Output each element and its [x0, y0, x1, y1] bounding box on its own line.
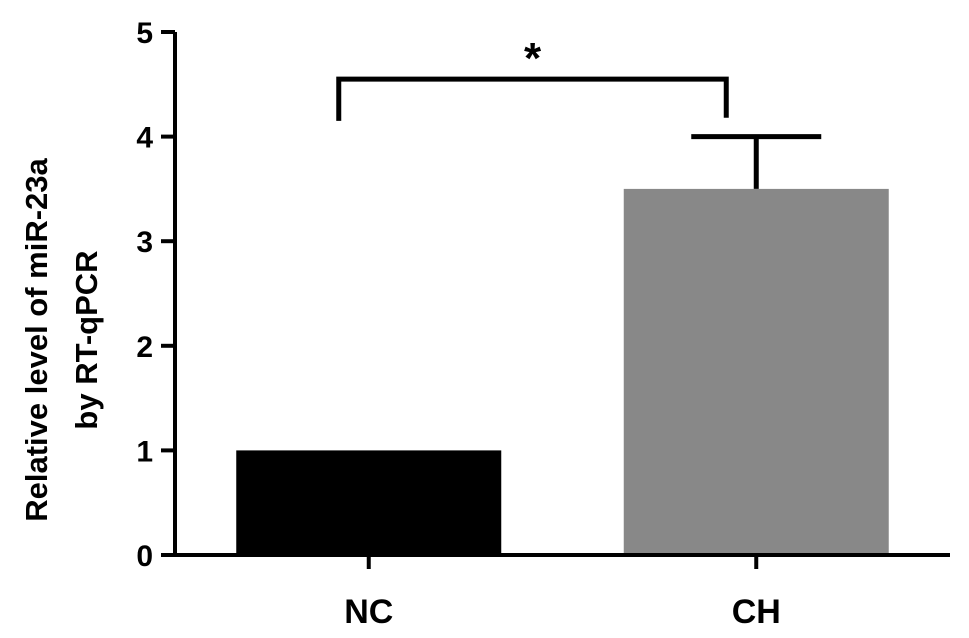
x-tick-label-ch: CH [732, 593, 781, 631]
y-tick-label-4: 4 [136, 122, 153, 155]
y-tick-label-2: 2 [136, 331, 153, 364]
y-axis-title: Relative level of miR-23a by RT-qPCR [19, 157, 104, 521]
y-axis-title-line-2: by RT-qPCR [69, 250, 104, 429]
y-tick-label-3: 3 [136, 226, 153, 259]
significance-label: * [524, 34, 542, 83]
annotation-layer: * [336, 34, 729, 121]
bars-layer [236, 134, 889, 555]
x-tick-label-nc: NC [344, 593, 393, 631]
y-tick-label-5: 5 [136, 17, 153, 50]
y-tick-label-0: 0 [136, 540, 153, 573]
significance-bracket [336, 76, 729, 121]
y-axis-title-line-1: Relative level of miR-23a [19, 157, 54, 521]
axes-layer: NC CH 0 1 2 3 4 5 [136, 17, 950, 631]
bar-ch [623, 188, 889, 555]
y-tick-label-1: 1 [136, 435, 153, 468]
bar-nc [236, 450, 502, 555]
